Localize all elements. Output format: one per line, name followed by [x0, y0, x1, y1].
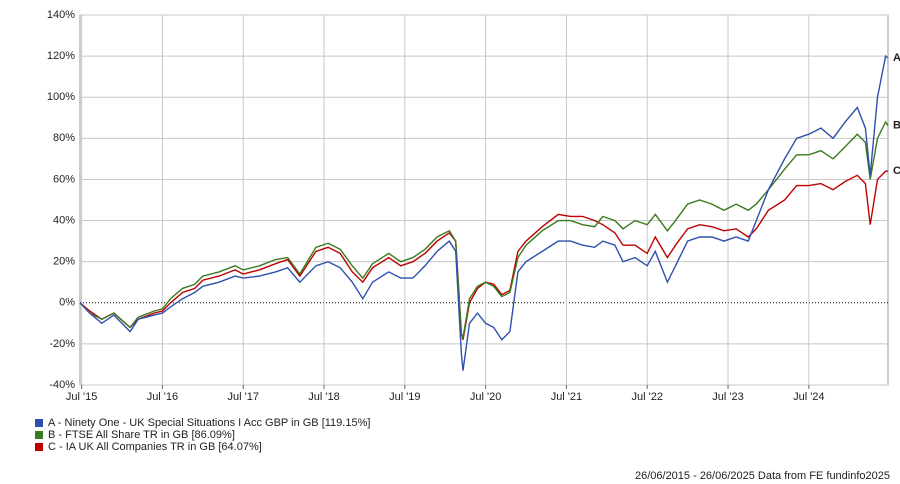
x-tick-label: Jul '16 [147, 391, 178, 403]
x-tick-label: Jul '20 [470, 391, 501, 403]
legend-label: C - IA UK All Companies TR in GB [64.07%… [48, 441, 262, 453]
x-tick-label: Jul '22 [631, 391, 662, 403]
x-tick-label: Jul '18 [308, 391, 339, 403]
x-tick-label: Jul '21 [551, 391, 582, 403]
y-tick-label: -40% [49, 379, 75, 391]
footer: 26/06/2015 - 26/06/2025 Data from FE fun… [635, 470, 890, 482]
plot-area [79, 14, 889, 386]
y-tick-label: -20% [49, 338, 75, 350]
legend-label: B - FTSE All Share TR in GB [86.09%] [48, 429, 235, 441]
y-tick-label: 140% [47, 9, 75, 21]
y-tick-label: 20% [53, 256, 75, 268]
x-tick-label: Jul '15 [66, 391, 97, 403]
x-tick-label: Jul '17 [227, 391, 258, 403]
y-tick-label: 60% [53, 173, 75, 185]
legend-swatch [35, 443, 43, 451]
x-tick-label: Jul '23 [712, 391, 743, 403]
x-tick-label: Jul '19 [389, 391, 420, 403]
legend-label: A - Ninety One - UK Special Situations I… [48, 417, 370, 429]
series-line [79, 170, 889, 340]
y-tick-label: 120% [47, 50, 75, 62]
y-tick-label: 100% [47, 91, 75, 103]
legend-swatch [35, 419, 43, 427]
end-label: A [893, 52, 900, 64]
x-tick-label: Jul '24 [793, 391, 824, 403]
series-line [79, 120, 889, 341]
y-tick-label: 80% [53, 132, 75, 144]
y-tick-label: 0% [59, 297, 75, 309]
series-line [79, 54, 889, 371]
end-label: B [893, 120, 900, 132]
y-tick-label: 40% [53, 214, 75, 226]
legend-swatch [35, 431, 43, 439]
end-label: C [893, 165, 900, 177]
